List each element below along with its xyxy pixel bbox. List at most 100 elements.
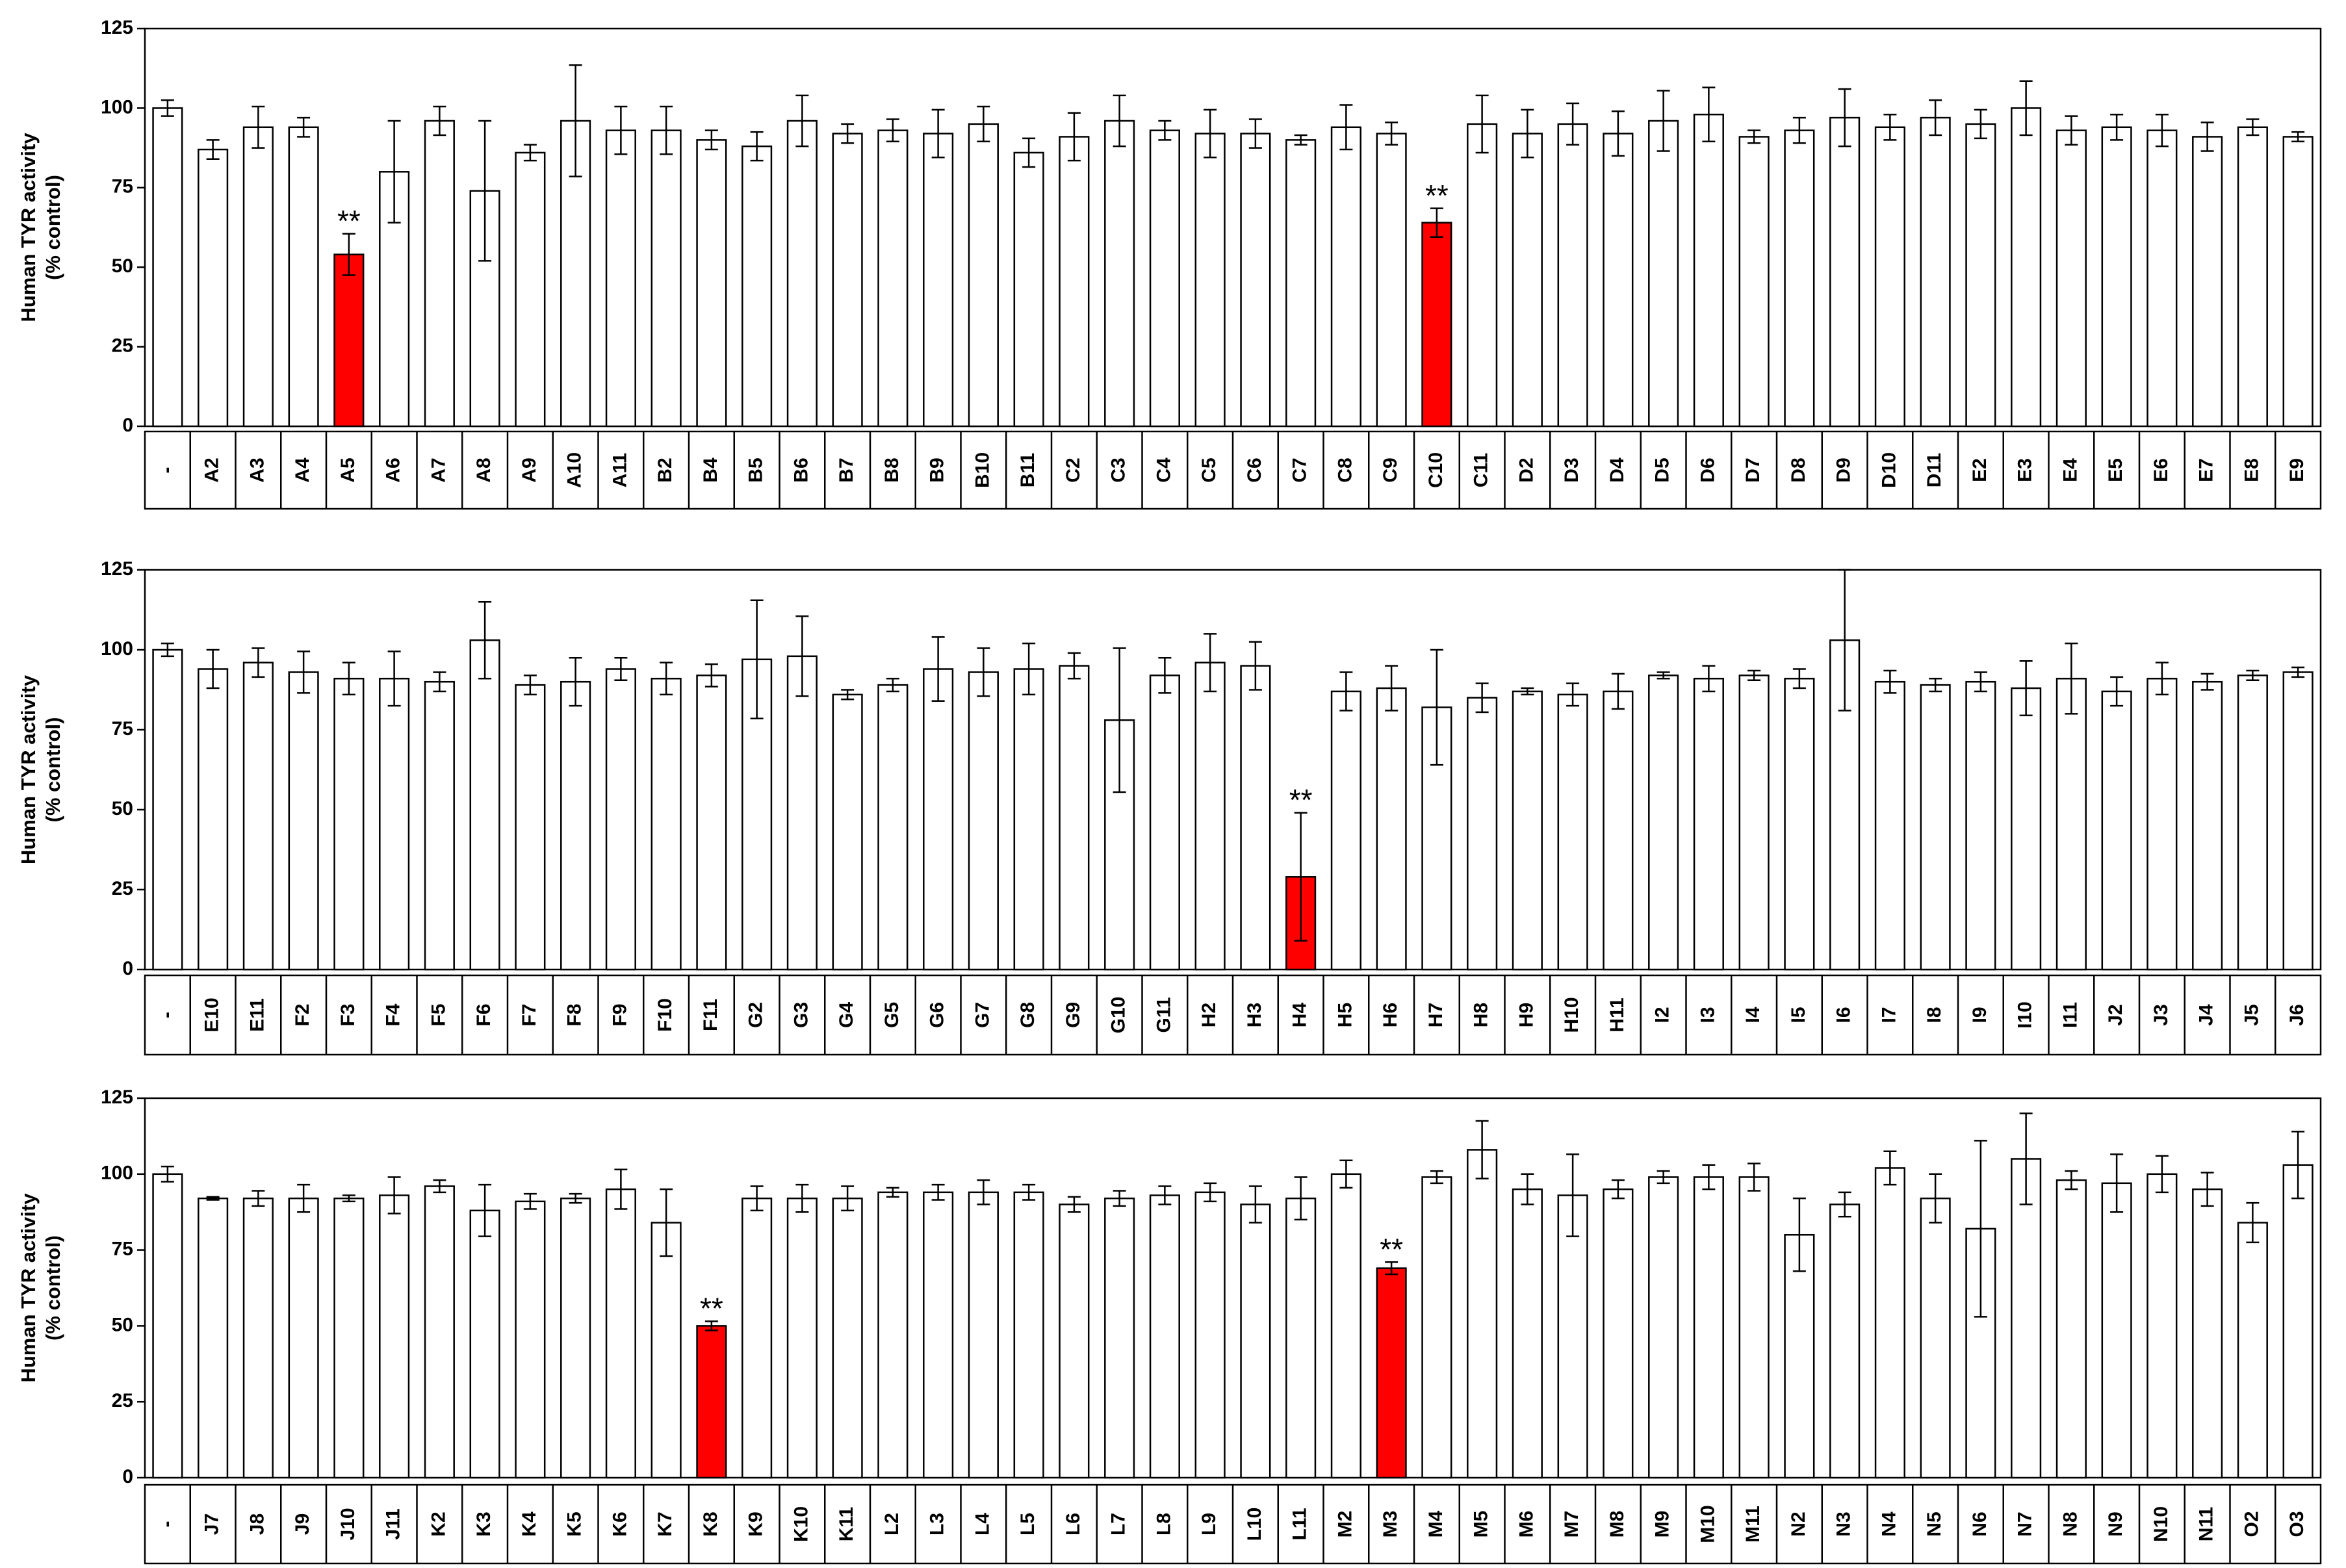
x-tick-label: M6 (1515, 1511, 1537, 1538)
bar (923, 668, 954, 971)
bar (1784, 129, 1815, 428)
y-tick-label: 50 (112, 798, 133, 819)
x-tick-label: C2 (1063, 457, 1084, 482)
bar (1693, 1176, 1724, 1479)
bar (1013, 1191, 1044, 1479)
bar (1240, 1203, 1271, 1479)
x-tick-label: F10 (654, 998, 676, 1032)
x-tick-label: A8 (473, 457, 495, 482)
bar (560, 1197, 591, 1479)
bar (2056, 1179, 2087, 1479)
x-tick-label: C5 (1198, 457, 1220, 482)
x-tick-label: A10 (564, 452, 586, 488)
bar (379, 1194, 410, 1479)
bar (333, 253, 365, 428)
x-tick-label: E3 (2015, 458, 2036, 482)
x-tick-label: L11 (1289, 1508, 1311, 1540)
bar (1285, 139, 1317, 428)
x-tick-label: F8 (564, 1003, 586, 1026)
bar (2237, 1222, 2268, 1479)
x-tick-label: F6 (473, 1003, 495, 1026)
bar (1648, 120, 1679, 428)
bar (1059, 1203, 1090, 1479)
bar (786, 120, 818, 428)
x-tick-label: L8 (1153, 1513, 1174, 1536)
x-tick-label: D6 (1697, 457, 1718, 482)
x-tick-label: B2 (654, 457, 676, 482)
bar (1013, 151, 1044, 428)
x-tick-label: K4 (519, 1511, 540, 1537)
y-tick-label: 75 (112, 718, 133, 739)
bar (469, 1209, 500, 1479)
x-tick-label: E9 (2286, 458, 2308, 482)
x-tick-label: F2 (292, 1003, 313, 1026)
plot-frame (144, 27, 2322, 428)
x-tick-label: E7 (2196, 458, 2217, 482)
y-tick-label: 50 (112, 1314, 133, 1335)
bar (2101, 126, 2132, 428)
bar (198, 668, 229, 971)
bar (2192, 680, 2223, 971)
x-tick-label: I6 (1833, 1007, 1855, 1023)
x-tick-label: M4 (1425, 1510, 1447, 1537)
bar (651, 129, 682, 428)
bar (605, 668, 636, 971)
bar (560, 680, 591, 971)
bar (152, 1173, 183, 1479)
plot-frame (144, 569, 2322, 971)
bar (1013, 668, 1044, 971)
x-tick-label: N11 (2196, 1507, 2217, 1541)
bar (2056, 678, 2087, 971)
x-tick-label: I5 (1788, 1007, 1809, 1023)
x-tick-label: F3 (337, 1003, 359, 1026)
x-tick-label: I2 (1652, 1007, 1673, 1023)
x-tick-label: K8 (700, 1511, 721, 1536)
x-tick-label: K5 (564, 1511, 586, 1536)
bar (968, 1191, 999, 1479)
x-tick-label: J4 (2196, 1004, 2217, 1026)
bar (2146, 678, 2178, 971)
x-tick-label: J8 (246, 1513, 268, 1535)
x-tick-label: I11 (2059, 1002, 2081, 1028)
x-tick-label: A11 (609, 453, 630, 487)
x-tick-label: J10 (337, 1508, 359, 1540)
x-tick-label: G2 (745, 1002, 767, 1028)
bar (1557, 693, 1588, 971)
x-tick-label: A3 (246, 457, 268, 482)
x-tick-label: I9 (1969, 1007, 1991, 1023)
x-tick-label: D5 (1652, 457, 1673, 482)
x-tick-label: H3 (1244, 1003, 1265, 1027)
y-tick-label: 100 (101, 638, 133, 660)
bar (651, 678, 682, 971)
x-tick-label: H10 (1561, 997, 1582, 1033)
bar (2101, 690, 2132, 971)
bar (1512, 1188, 1543, 1479)
bar (1149, 1194, 1180, 1479)
x-tick-label: H11 (1606, 997, 1628, 1032)
bar (1648, 1176, 1679, 1479)
plot-frame (144, 1097, 2322, 1479)
x-tick-label: C8 (1334, 457, 1356, 482)
bar (1920, 1197, 1951, 1479)
bar (152, 649, 183, 971)
x-tick-label: G8 (1017, 1002, 1038, 1028)
bar (198, 148, 229, 428)
bar (1330, 690, 1361, 971)
bar (1330, 1173, 1361, 1479)
x-tick-label: K9 (745, 1511, 767, 1536)
bar (242, 1197, 274, 1479)
bar (741, 1197, 773, 1479)
x-tick-label: C9 (1380, 457, 1401, 482)
x-tick-label: G5 (881, 1002, 903, 1028)
x-tick-label: D2 (1515, 457, 1537, 482)
bar (832, 133, 863, 428)
x-tick-label: C10 (1425, 452, 1447, 488)
bar (605, 129, 636, 428)
bar (2282, 1164, 2314, 1479)
x-tick-label: K7 (654, 1511, 676, 1536)
bar (242, 126, 274, 428)
bar (877, 129, 909, 428)
bar (2237, 675, 2268, 971)
bar (2146, 1173, 2178, 1479)
bar (1467, 697, 1498, 971)
